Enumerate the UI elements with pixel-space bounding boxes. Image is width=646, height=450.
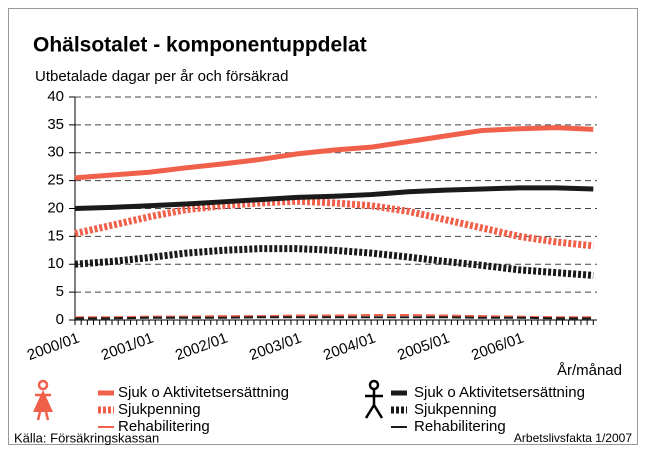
y-tick-label: 15 — [47, 227, 64, 244]
x-tick-label: 2005/01 — [395, 330, 452, 365]
series-line — [74, 185, 594, 211]
series-line — [75, 316, 594, 320]
series-line — [75, 313, 594, 319]
legend-label: Sjuk o Aktivitetsersättning — [118, 384, 289, 401]
x-tick-label: 2001/01 — [99, 330, 156, 365]
y-tick-label: 25 — [47, 172, 64, 189]
legend-label: Sjukpenning — [118, 401, 201, 418]
chart-title: Ohälsotalet - komponentuppdelat — [33, 34, 367, 57]
y-tick-label: 10 — [47, 255, 64, 272]
y-tick-label: 35 — [47, 116, 64, 133]
x-tick-label: 2006/01 — [469, 330, 526, 365]
man-icon — [364, 379, 384, 419]
legend-label: Sjukpenning — [414, 401, 497, 418]
credit: Arbetslivsfakta 1/2007 — [514, 431, 632, 445]
legend-label: Rehabilitering — [414, 418, 506, 435]
y-tick-label: 30 — [47, 144, 64, 161]
y-tick-label: 5 — [56, 283, 64, 300]
x-tick-label: 2002/01 — [173, 330, 230, 365]
x-tick-label: 2003/01 — [247, 330, 304, 365]
x-axis-label: År/månad — [557, 362, 622, 379]
y-tick-label: 0 — [56, 311, 64, 328]
x-tick-label: 2000/01 — [25, 330, 82, 365]
series-line — [74, 245, 594, 279]
subtitle: Utbetalade dagar per år och försäkrad — [35, 68, 288, 85]
series-line — [74, 197, 594, 250]
y-tick-label: 40 — [47, 88, 64, 105]
source: Källa: Försäkringskassan — [14, 430, 159, 445]
series-line — [74, 125, 594, 181]
woman-icon — [33, 379, 53, 421]
legend-label: Rehabilitering — [118, 418, 210, 435]
legend-label: Sjuk o Aktivitetsersättning — [414, 384, 585, 401]
x-tick-label: 2004/01 — [321, 330, 378, 365]
y-tick-label: 20 — [47, 199, 64, 216]
frame — [8, 8, 638, 445]
